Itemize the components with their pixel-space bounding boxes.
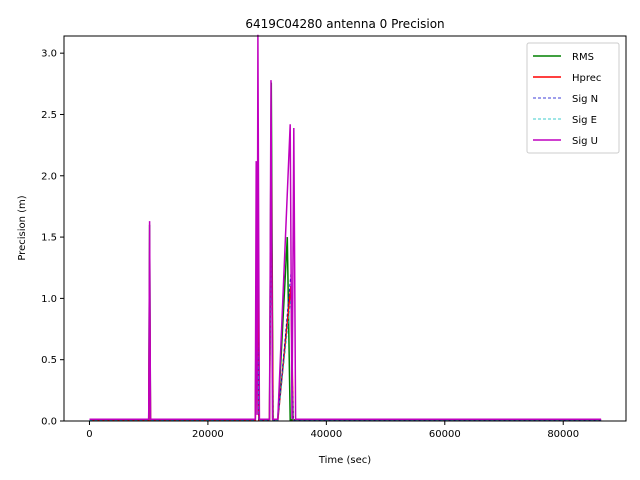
x-tick-label: 0 [86, 429, 92, 440]
legend-box [526, 42, 620, 154]
y-axis-label: Precision (m) [17, 195, 28, 260]
legend-label-rms: RMS [572, 52, 594, 63]
y-tick-label: 0.5 [41, 355, 57, 366]
x-axis-ticks: 0 20000 40000 60000 80000 [86, 421, 579, 440]
legend-label-sig-u: Sig U [572, 136, 598, 147]
plot-frame [63, 35, 627, 422]
x-axis-label: Time (sec) [318, 455, 371, 466]
chart-title: 6419C04280 antenna 0 Precision [245, 17, 444, 31]
legend: RMS Hprec Sig N Sig E Sig U [526, 42, 620, 154]
y-tick-label: 2.5 [41, 110, 57, 121]
y-tick-label: 3.0 [41, 49, 57, 60]
legend-label-hprec: Hprec [572, 73, 601, 84]
y-tick-label: 1.0 [41, 294, 57, 305]
y-tick-label: 2.0 [41, 171, 57, 182]
x-tick-label: 60000 [429, 429, 461, 440]
y-tick-label: 1.5 [41, 233, 57, 244]
y-axis-ticks: 0.0 0.5 1.0 1.5 2.0 2.5 3.0 [41, 49, 64, 428]
x-tick-label: 80000 [547, 429, 579, 440]
series-line-sig-u [89, 34, 602, 420]
y-tick-label: 0.0 [41, 417, 57, 428]
plot-lines [89, 34, 602, 422]
legend-label-sig-e: Sig E [572, 115, 597, 126]
x-tick-label: 40000 [310, 429, 342, 440]
x-tick-label: 20000 [192, 429, 224, 440]
legend-label-sig-n: Sig N [572, 94, 598, 105]
